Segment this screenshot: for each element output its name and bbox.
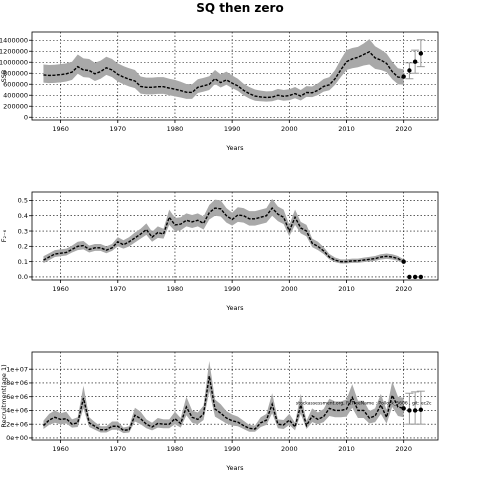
x-tick-label: 2020	[395, 445, 412, 453]
plot-frame	[31, 31, 439, 121]
y-tick-label: 0.4	[18, 212, 28, 220]
y-tick-label: 1400000	[0, 37, 28, 45]
estimate-line	[43, 206, 405, 263]
y-tick-label: 2e+06	[6, 420, 28, 428]
x-tick-label: 1960	[52, 285, 69, 293]
x-axis-label: Years	[225, 144, 244, 152]
plot-frame	[31, 351, 439, 441]
panel-2: 1960 1970 1980 1990 2000 2010 2020 0.0 0.1 0.2 0.3…	[0, 191, 439, 312]
forecast-point	[407, 274, 412, 280]
y-tick-label: 0	[24, 114, 28, 122]
source-annotation: stockassessment.org, FitTreeName : Pollo…	[296, 400, 432, 406]
forecast-point	[418, 407, 424, 412]
y-tick-label: 0.3	[18, 227, 28, 235]
x-tick-label: 1960	[52, 445, 69, 453]
x-tick-label: 1960	[52, 125, 69, 133]
x-tick-label: 1990	[224, 445, 241, 453]
y-tick-label: 8e+06	[6, 379, 28, 387]
x-tick-label: 2010	[338, 125, 355, 133]
forecast-point	[412, 274, 418, 280]
y-tick-label: 600000	[3, 81, 28, 89]
y-tick-label: 0e+00	[6, 434, 28, 442]
y-tick-label: 0.5	[18, 197, 28, 205]
y-tick-label: 400000	[3, 92, 28, 100]
estimate-line	[42, 375, 404, 432]
y-tick-label: 800000	[3, 70, 28, 78]
panels: 1960 1970 1980 1990 2000 2010 2020 0 200000 40000…	[0, 31, 439, 472]
x-tick-label: 1980	[167, 445, 184, 453]
confidence-band	[43, 360, 404, 434]
y-tick-label: 6e+06	[6, 393, 28, 401]
forecast-point	[412, 408, 418, 413]
estimate-line	[43, 50, 404, 99]
x-tick-label: 1970	[110, 445, 127, 453]
y-tick-label: 4e+06	[6, 407, 28, 415]
forecast-point	[418, 274, 424, 280]
x-tick-label: 2010	[338, 445, 355, 453]
confidence-band	[43, 39, 404, 102]
y-tick-label: 1000000	[0, 59, 28, 67]
x-tick-label: 2000	[281, 285, 298, 293]
x-tick-label: 1980	[167, 125, 184, 133]
x-tick-label: 2020	[395, 285, 412, 293]
panel-3: 1960 1970 1980 1990 2000 2010 2020 0e+00 2e+06 4e…	[0, 351, 439, 472]
x-tick-label: 2010	[338, 285, 355, 293]
forecast-point	[412, 59, 418, 64]
y-axis-label: F₂₋₆	[0, 229, 8, 242]
x-axis-label: Years	[225, 304, 244, 312]
x-tick-label: 1990	[224, 285, 241, 293]
y-tick-label: 200000	[3, 103, 28, 111]
x-tick-label: 2000	[281, 125, 298, 133]
y-tick-label: 1200000	[0, 48, 28, 56]
plot-frame	[31, 191, 439, 281]
x-tick-label: 2020	[395, 125, 412, 133]
forecast-point	[407, 408, 412, 413]
x-tick-label: 1970	[110, 285, 127, 293]
forecast-point	[401, 74, 406, 79]
y-tick-label: 1e+07	[6, 365, 28, 373]
y-axis-label: Recruitment(age 1)	[0, 364, 8, 427]
x-tick-label: 2000	[281, 445, 298, 453]
confidence-band	[43, 198, 404, 264]
x-tick-label: 1980	[167, 285, 184, 293]
forecast-point	[401, 406, 406, 411]
forecast-point	[418, 51, 424, 56]
y-tick-label: 0.2	[18, 243, 28, 251]
y-tick-label: 0.1	[18, 258, 28, 266]
y-axis-label: SSB	[0, 70, 8, 83]
forecast-point	[407, 68, 412, 73]
panel-1: 1960 1970 1980 1990 2000 2010 2020 0 200000 40000…	[0, 31, 439, 152]
forecast-point	[401, 259, 406, 264]
x-tick-label: 1970	[110, 125, 127, 133]
x-axis-label: Years	[225, 464, 244, 472]
figure-title: SQ then zero	[196, 1, 283, 15]
x-tick-label: 1990	[224, 125, 241, 133]
y-tick-label: 0.0	[18, 273, 28, 281]
